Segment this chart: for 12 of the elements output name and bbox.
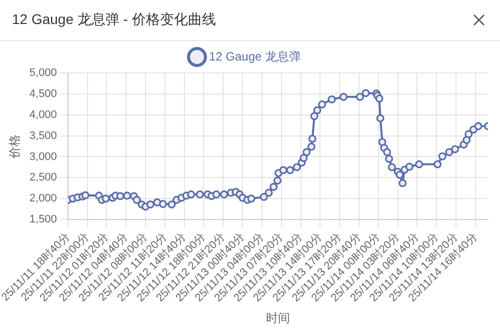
y-tick-label: 3,500 bbox=[29, 130, 57, 142]
y-tick-label: 4,000 bbox=[29, 108, 57, 121]
x-axis-title: 时间 bbox=[266, 311, 290, 326]
y-tick-label: 5,000 bbox=[29, 67, 57, 80]
chart-title: 12 Gauge 龙息弹 - 价格变化曲线 bbox=[12, 11, 216, 29]
y-tick-label: 2,500 bbox=[29, 172, 57, 184]
y-axis-title: 价格 bbox=[8, 134, 22, 160]
legend-label: 12 Gauge 龙息弹 bbox=[208, 49, 302, 64]
y-tick-label: 1,500 bbox=[29, 214, 57, 226]
y-tick-label: 2,000 bbox=[29, 192, 57, 205]
y-tick-label: 3,000 bbox=[29, 150, 57, 163]
y-tick-label: 4,500 bbox=[29, 88, 57, 100]
